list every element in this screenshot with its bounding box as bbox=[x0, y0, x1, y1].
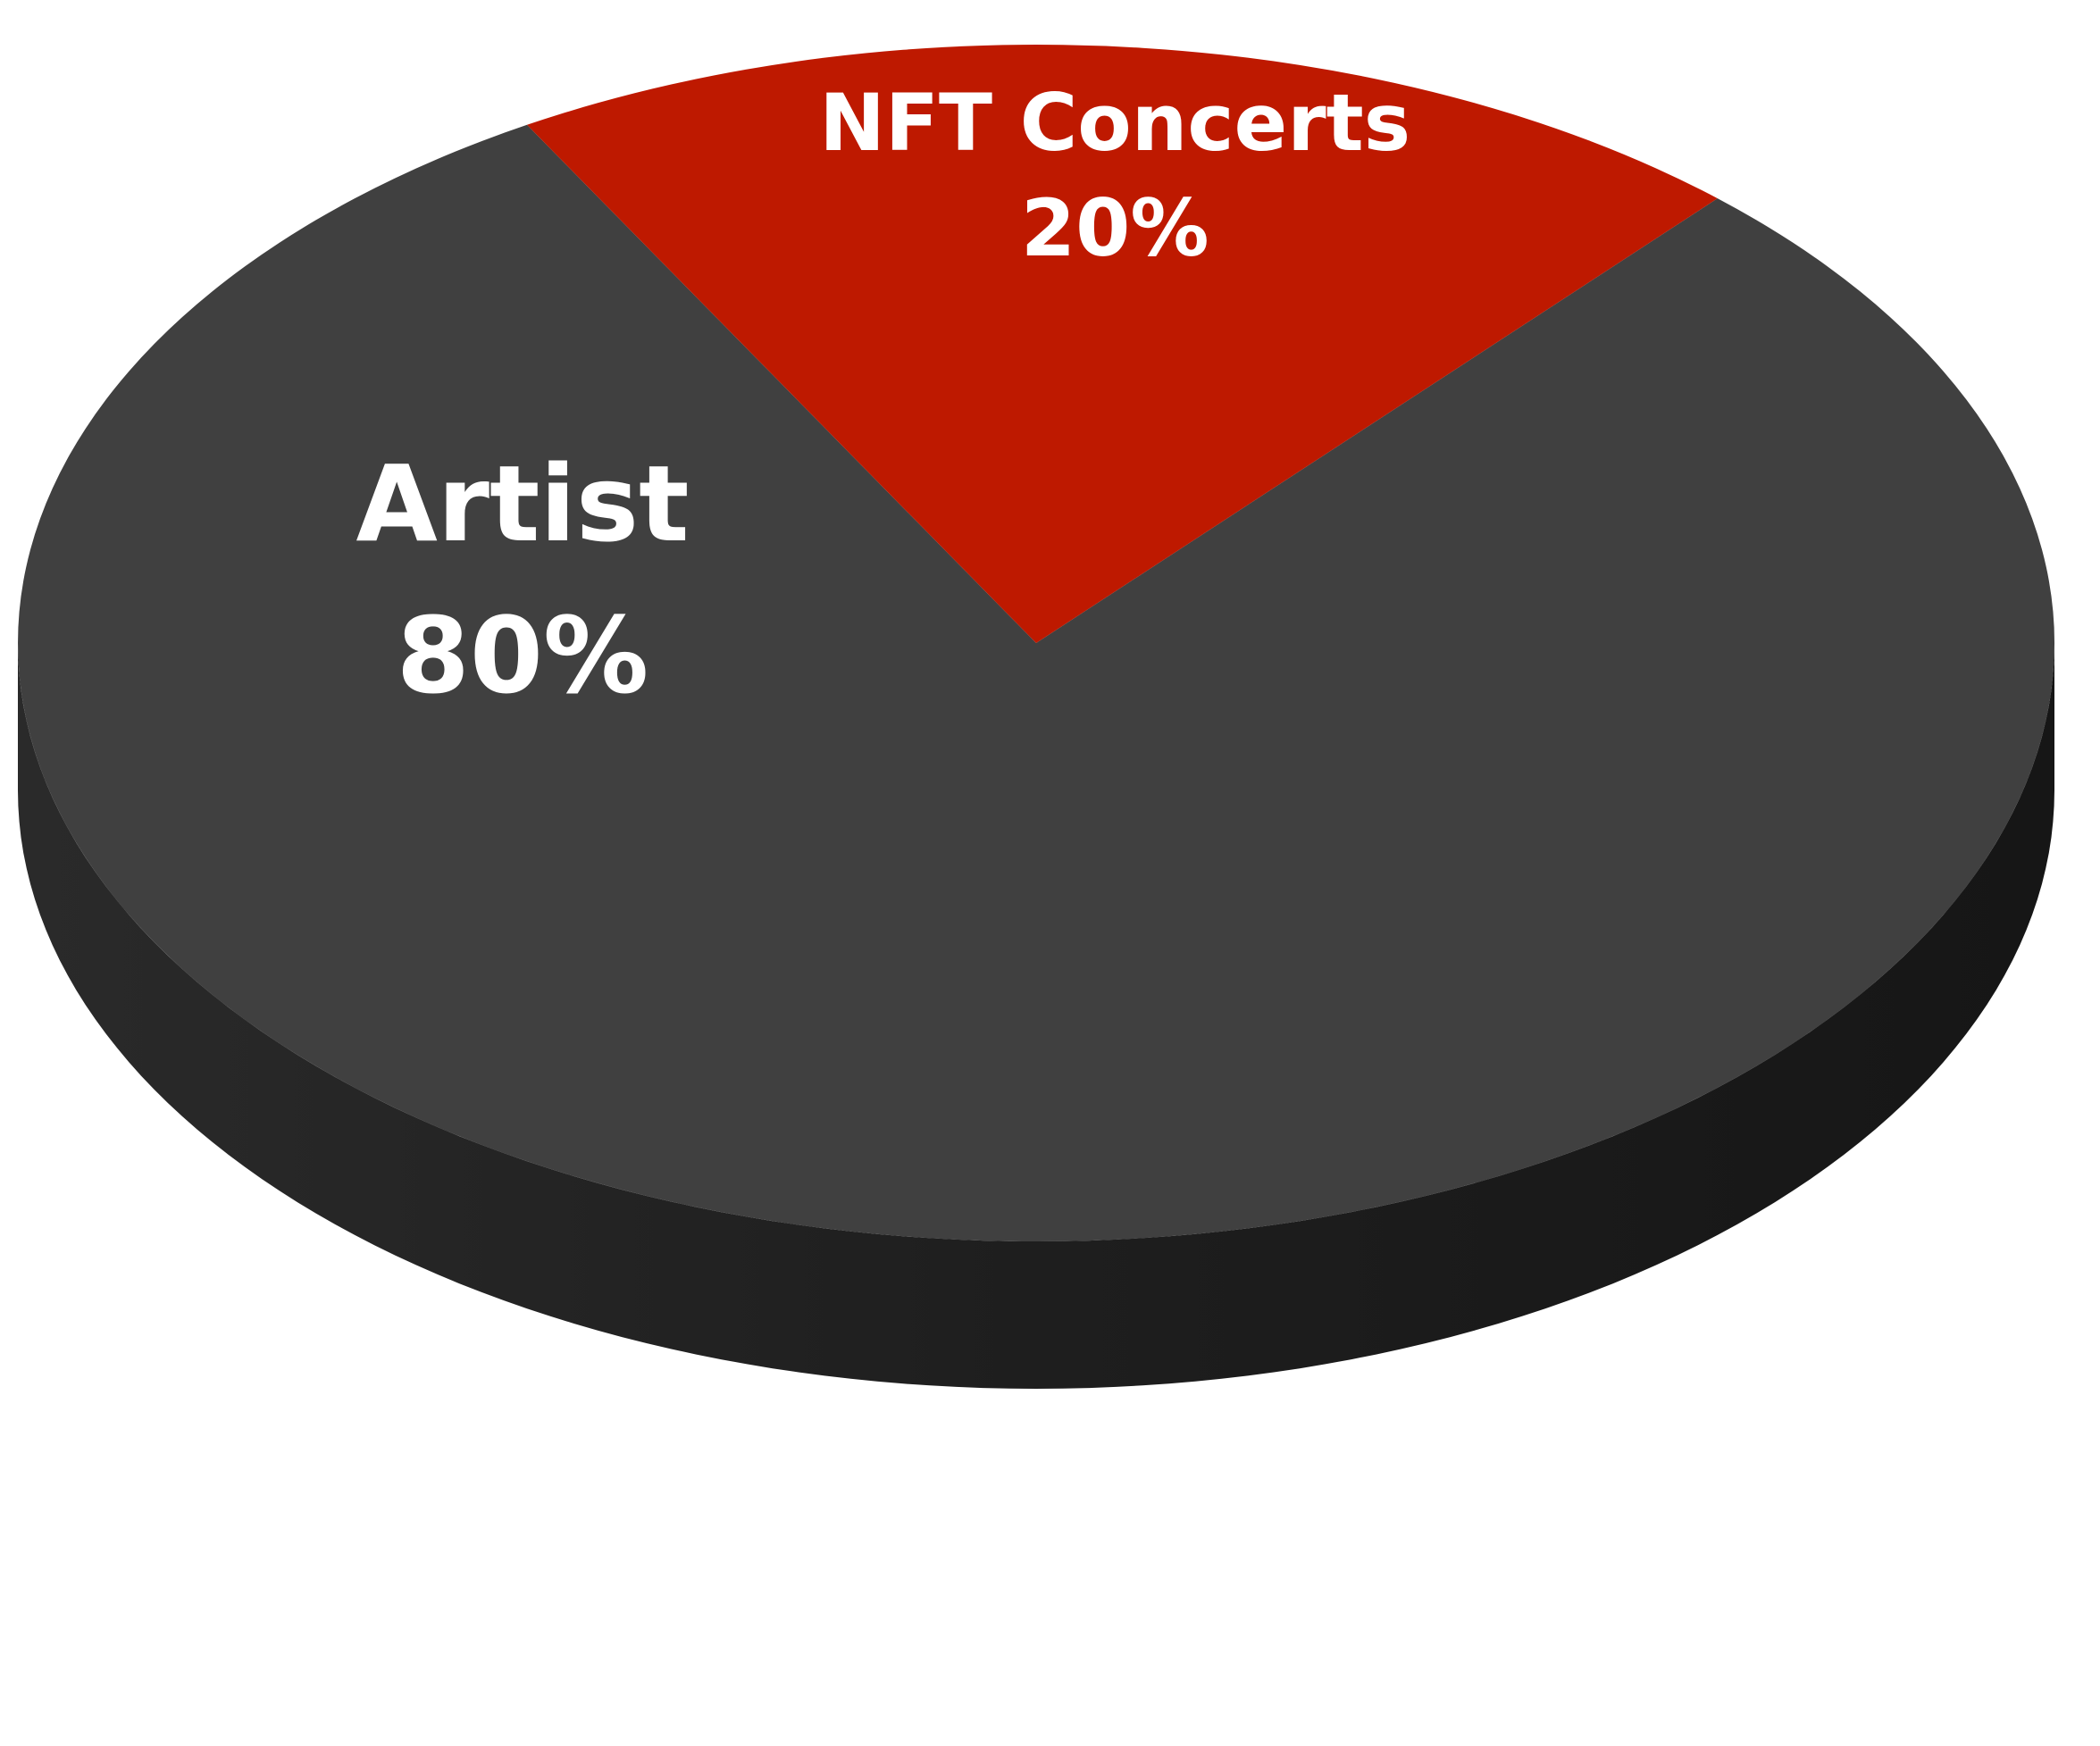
pie-top-faces bbox=[18, 45, 2055, 1242]
slice-value-label: 80% bbox=[397, 594, 648, 717]
pie-data-labels: Artist 80% NFT Concerts 20% bbox=[356, 77, 1410, 717]
slice-category-label: Artist bbox=[356, 442, 689, 565]
pie-side-wall bbox=[18, 643, 2054, 1389]
pie-side-walls bbox=[18, 643, 2054, 1389]
slice-value-label: 20% bbox=[1021, 182, 1209, 274]
pie-slice-nft-concerts bbox=[527, 45, 1718, 644]
pie-slice-artist bbox=[18, 124, 2055, 1242]
slice-category-label: NFT Concerts bbox=[819, 77, 1410, 169]
